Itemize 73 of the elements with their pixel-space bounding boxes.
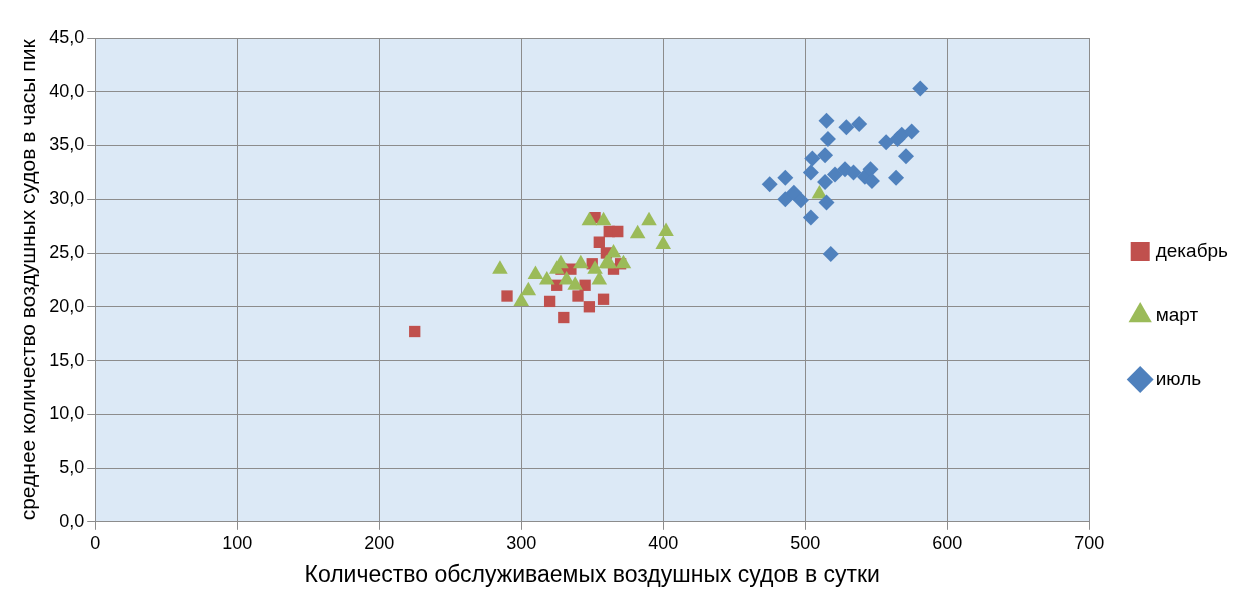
point — [818, 112, 835, 129]
legend-label: март — [1155, 303, 1199, 325]
point — [888, 169, 905, 186]
point — [605, 244, 622, 258]
point — [581, 211, 598, 226]
point — [573, 254, 589, 269]
point — [558, 311, 570, 324]
x-axis-title: Количество обслуживаемых воздушных судов в сутки — [304, 560, 880, 587]
point — [845, 164, 862, 181]
point — [513, 292, 530, 306]
point — [802, 209, 819, 226]
point — [641, 211, 657, 226]
point — [543, 295, 556, 308]
y-tick-label: 45,0 — [49, 26, 85, 47]
point — [903, 123, 920, 140]
y-tick-label: 25,0 — [49, 241, 85, 262]
point — [792, 192, 809, 209]
point — [612, 225, 624, 238]
x-tick-label: 100 — [222, 532, 253, 553]
point — [777, 169, 794, 186]
point — [409, 325, 421, 338]
y-tick-label: 0,0 — [59, 510, 85, 531]
point — [851, 116, 868, 133]
x-tick-label: 200 — [364, 532, 395, 553]
point — [827, 166, 844, 183]
point — [583, 301, 596, 313]
x-tick-label: 300 — [506, 532, 537, 553]
x-tick-label: 600 — [932, 532, 963, 553]
point — [567, 276, 583, 290]
point — [777, 191, 794, 208]
point — [593, 236, 605, 248]
y-tick-label: 5,0 — [59, 457, 85, 478]
point — [579, 279, 591, 291]
point — [878, 134, 895, 151]
x-tick-label: 500 — [790, 532, 821, 553]
point — [520, 281, 537, 296]
point — [761, 176, 778, 193]
point — [629, 224, 646, 239]
x-tick-label: 0 — [90, 532, 101, 553]
point — [587, 260, 603, 274]
point — [817, 147, 834, 164]
point — [501, 290, 513, 302]
point — [838, 119, 855, 136]
y-tick-label: 30,0 — [49, 188, 85, 209]
point — [802, 164, 819, 181]
point — [817, 174, 834, 191]
point — [785, 184, 802, 201]
point — [492, 260, 508, 274]
y-tick-label: 20,0 — [49, 295, 85, 316]
legend-label: июль — [1155, 367, 1202, 389]
point — [818, 194, 835, 211]
point — [822, 246, 839, 263]
point — [898, 148, 915, 165]
point — [819, 131, 836, 148]
point — [615, 254, 632, 269]
point — [527, 265, 544, 280]
point — [572, 290, 584, 302]
point — [658, 222, 674, 237]
x-tick-label: 400 — [648, 532, 679, 553]
point — [912, 80, 929, 97]
point — [655, 235, 672, 249]
y-tick-label: 10,0 — [49, 403, 85, 424]
legend-label: декабрь — [1155, 239, 1229, 261]
point — [595, 211, 612, 226]
y-axis-title: среднее количество воздушных судов в часы пик — [16, 38, 40, 521]
point — [597, 293, 610, 305]
x-tick-label: 700 — [1074, 532, 1105, 553]
point — [804, 150, 821, 167]
y-tick-label: 15,0 — [49, 349, 85, 370]
y-tick-label: 35,0 — [49, 134, 85, 155]
point — [558, 270, 575, 285]
point — [538, 270, 555, 285]
y-tick-label: 40,0 — [49, 80, 85, 101]
